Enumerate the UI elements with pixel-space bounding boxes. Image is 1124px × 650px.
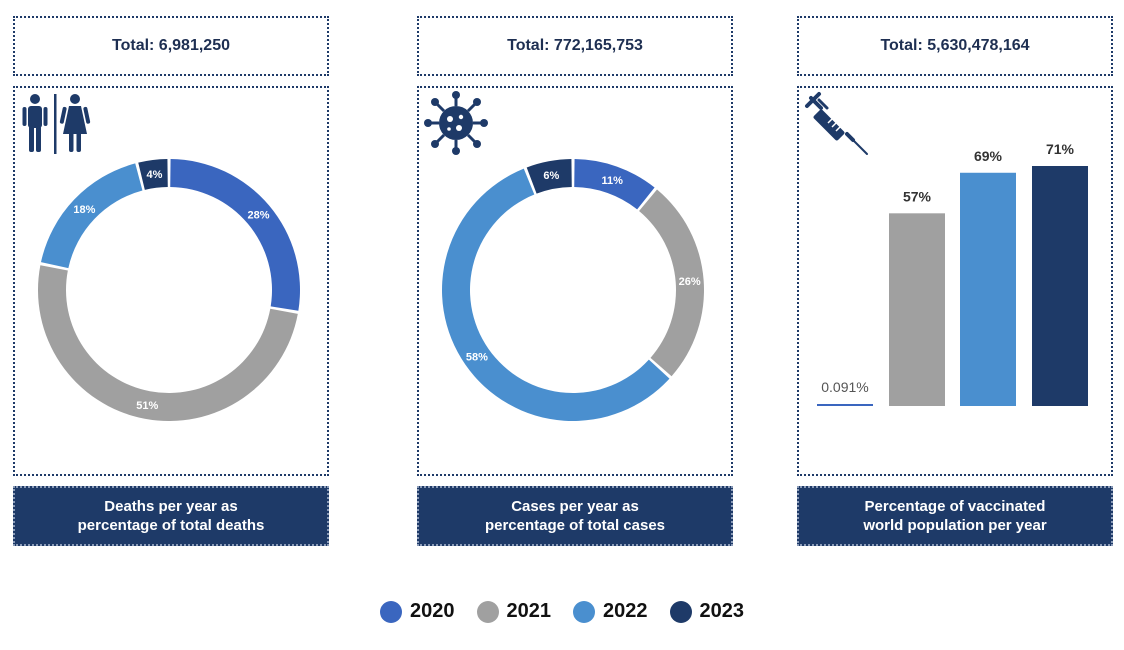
cases-caption-line1: Cases per year as	[511, 498, 639, 515]
vaccination-chart-panel	[797, 86, 1113, 476]
legend-label-2023: 2023	[699, 600, 745, 622]
total-cases-label: Total: 772,165,753	[507, 37, 643, 54]
total-deaths: Total: 6,981,250	[13, 16, 329, 76]
total-vaccinated-label: Total: 5,630,478,164	[880, 37, 1030, 54]
deaths-label-2022: 18%	[73, 204, 95, 216]
cases-caption: Cases per year as percentage of total ca…	[417, 486, 733, 546]
total-vaccinated: Total: 5,630,478,164	[797, 16, 1113, 76]
total-deaths-label: Total: 6,981,250	[112, 37, 230, 54]
legend-label-2020: 2020	[410, 600, 455, 622]
vaccination-caption-line1: Percentage of vaccinated	[864, 498, 1046, 515]
cases-label-2021: 26%	[679, 276, 701, 288]
male-female-icon	[22, 94, 91, 154]
deaths-chart-panel	[13, 86, 329, 476]
cases-label-2023: 6%	[543, 170, 559, 182]
vaccination-bar-2021	[889, 213, 945, 406]
deaths-slice-2021	[37, 265, 298, 422]
vaccination-label-2023: 71%	[1046, 141, 1075, 157]
cases-caption-line2: percentage of total cases	[484, 517, 666, 534]
vaccination-label-2020: 0.091%	[821, 379, 868, 395]
vaccination-caption-line2: world population per year	[863, 517, 1047, 534]
legend-item-2020: 2020	[380, 600, 455, 623]
legend-dot-2023	[669, 600, 692, 623]
legend-item-2021: 2021	[476, 600, 552, 623]
deaths-caption-line1: Deaths per year as	[104, 498, 238, 515]
deaths-caption: Deaths per year as percentage of total d…	[13, 486, 329, 546]
cases-chart-panel	[417, 86, 733, 476]
cases-slice-2021	[639, 189, 704, 377]
legend-item-2022: 2022	[573, 600, 648, 623]
virus-icon	[424, 91, 488, 155]
syringe-icon	[805, 92, 868, 155]
vaccination-label-2022: 69%	[974, 148, 1003, 164]
legend-dot-2021	[476, 600, 499, 623]
vaccination-bar-2020	[817, 404, 873, 406]
vaccination-caption: Percentage of vaccinated world populatio…	[797, 486, 1113, 546]
legend-label-2021: 2021	[506, 600, 552, 622]
legend-dot-2020	[380, 600, 402, 623]
total-cases: Total: 772,165,753	[417, 16, 733, 76]
deaths-slice-2023	[138, 159, 168, 190]
vaccination-label-2021: 57%	[903, 188, 932, 204]
vaccination-bar-2022	[960, 172, 1016, 406]
deaths-slice-2022	[40, 163, 143, 269]
legend-dot-2022	[573, 600, 595, 623]
cases-slice-2023	[526, 159, 572, 194]
deaths-label-2020: 28%	[247, 210, 269, 222]
legend: 2020 2021 2022 2023	[0, 600, 1124, 623]
deaths-caption-line2: percentage of total deaths	[77, 517, 265, 534]
vaccination-bar-2023	[1032, 166, 1088, 406]
cases-label-2020: 11%	[602, 175, 624, 187]
legend-label-2022: 2022	[603, 600, 648, 622]
legend-item-2023: 2023	[669, 600, 745, 623]
cases-slice-2020	[574, 159, 655, 210]
cases-label-2022: 58%	[466, 352, 488, 364]
deaths-label-2023: 4%	[147, 169, 163, 181]
cases-slice-2022	[441, 168, 670, 421]
deaths-slice-2020	[170, 159, 300, 311]
deaths-label-2021: 51%	[136, 400, 158, 412]
